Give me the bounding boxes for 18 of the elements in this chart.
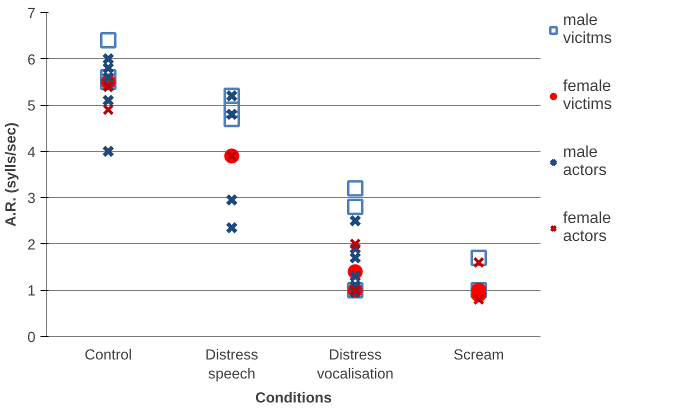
- x-tick-label: Control: [84, 348, 132, 364]
- legend-label: female actors: [563, 210, 612, 246]
- y-tick-label: 2: [27, 237, 36, 254]
- x-tick-label: Distress speech: [205, 348, 258, 383]
- y-tick-label: 5: [27, 98, 36, 115]
- y-tick-label: 0: [27, 330, 36, 346]
- y-tick-label: 6: [27, 52, 36, 68]
- legend-label: male actors: [563, 144, 608, 180]
- y-axis-title: A.R. (sylls/sec): [3, 122, 20, 227]
- legend-label: female victims: [563, 78, 613, 114]
- legend-label: male vicitms: [563, 12, 613, 48]
- x-axis-title: Conditions: [255, 390, 332, 407]
- y-tick-label: 4: [27, 144, 36, 161]
- x-tick-label: Scream: [454, 348, 504, 364]
- y-tick-label: 3: [27, 191, 36, 208]
- y-tick-label: 1: [27, 284, 36, 300]
- x-tick-label: Distress vocalisation: [316, 348, 394, 383]
- y-tick-label: 7: [27, 6, 36, 22]
